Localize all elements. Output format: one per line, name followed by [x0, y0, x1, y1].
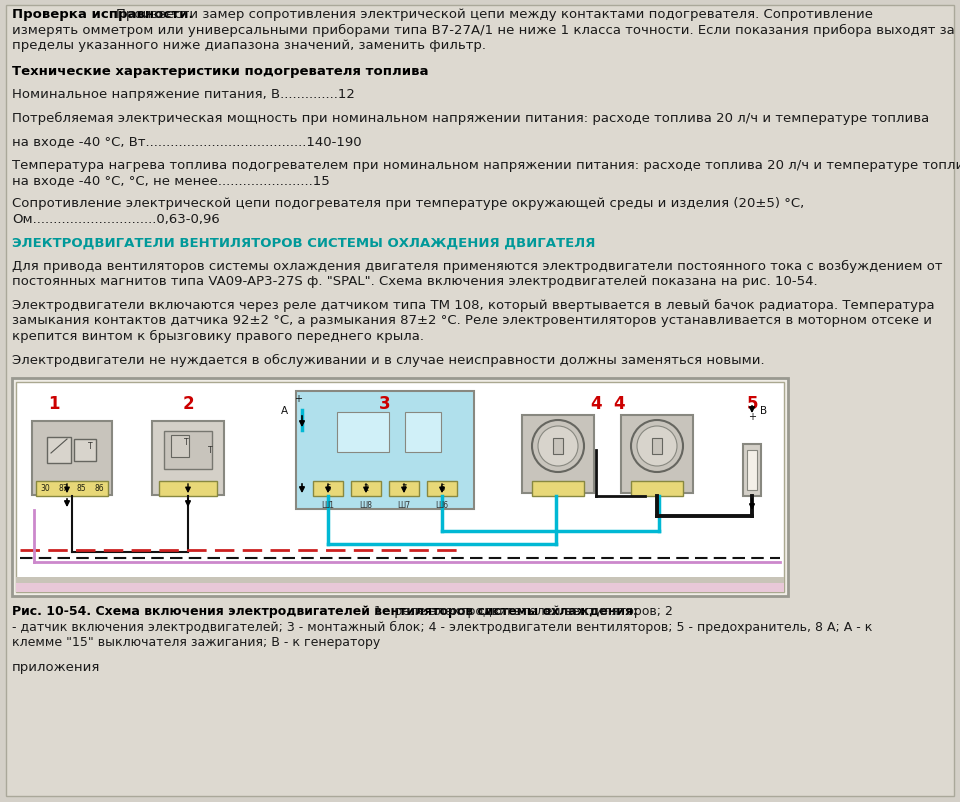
Text: 87: 87	[59, 484, 68, 493]
Text: +: +	[294, 394, 302, 403]
Bar	[743, 444, 761, 496]
Circle shape	[538, 427, 578, 467]
Bar	[351, 481, 381, 496]
Text: - датчик включения электродвигателей; 3 - монтажный блок; 4 - электродвигатели в: - датчик включения электродвигателей; 3 …	[12, 620, 873, 633]
Text: 5: 5	[746, 395, 757, 412]
Text: 1 - реле электродвигателей вентиляторов; 2: 1 - реле электродвигателей вентиляторов;…	[370, 604, 673, 618]
Bar	[36, 481, 108, 496]
Bar	[313, 481, 343, 496]
Bar	[522, 415, 594, 493]
Text: +: +	[748, 411, 756, 422]
Text: 86: 86	[94, 484, 104, 493]
Bar	[159, 481, 217, 496]
Text: T: T	[87, 442, 92, 451]
Circle shape	[637, 427, 677, 467]
Text: 1: 1	[48, 395, 60, 412]
Text: Электродвигатели включаются через реле датчиком типа ТМ 108, который ввертываетс: Электродвигатели включаются через реле д…	[12, 298, 935, 312]
Text: 6: 6	[325, 484, 330, 493]
Bar	[532, 481, 584, 496]
Text: Технические характеристики подогревателя топлива: Технические характеристики подогревателя…	[12, 64, 428, 78]
Bar	[553, 439, 563, 455]
Text: на входе -40 °С, °С, не менее.......................15: на входе -40 °С, °С, не менее...........…	[12, 174, 329, 187]
Text: 2: 2	[364, 484, 369, 493]
Bar	[405, 412, 441, 452]
Text: 4: 4	[613, 395, 625, 412]
Text: В: В	[760, 406, 767, 415]
Bar	[631, 481, 683, 496]
Text: постоянных магнитов типа VA09-AP3-27S ф. "SPAL". Схема включения электродвигател: постоянных магнитов типа VA09-AP3-27S ф.…	[12, 275, 818, 288]
Text: Потребляемая электрическая мощность при номинальном напряжении питания: расходе : Потребляемая электрическая мощность при …	[12, 111, 929, 124]
Bar	[652, 439, 662, 455]
Text: Температура нагрева топлива подогревателем при номинальном напряжении питания: р: Температура нагрева топлива подогревател…	[12, 158, 960, 172]
Text: 6: 6	[440, 484, 444, 493]
Text: 4: 4	[590, 395, 602, 412]
Text: Ш8: Ш8	[359, 500, 372, 509]
Text: 2: 2	[182, 395, 194, 412]
Text: клемме "15" выключателя зажигания; В - к генератору: клемме "15" выключателя зажигания; В - к…	[12, 635, 380, 648]
Bar	[164, 431, 212, 469]
Text: пределы указанного ниже диапазона значений, заменить фильтр.: пределы указанного ниже диапазона значен…	[12, 39, 486, 52]
Text: Электродвигатели не нуждается в обслуживании и в случае неисправности должны зам: Электродвигатели не нуждается в обслужив…	[12, 353, 764, 367]
Text: Ом..............................0,63-0,96: Ом..............................0,63-0,9…	[12, 213, 220, 225]
Bar	[389, 481, 419, 496]
Text: измерять омметром или универсальными приборами типа В7-27А/1 не ниже 1 класса то: измерять омметром или универсальными при…	[12, 23, 955, 37]
Bar	[152, 422, 224, 496]
Text: ЭЛЕКТРОДВИГАТЕЛИ ВЕНТИЛЯТОРОВ СИСТЕМЫ ОХЛАЖДЕНИЯ ДВИГАТЕЛЯ: ЭЛЕКТРОДВИГАТЕЛИ ВЕНТИЛЯТОРОВ СИСТЕМЫ ОХ…	[12, 237, 595, 249]
Bar	[74, 439, 96, 461]
Text: на входе -40 °С, Вт.......................................140-190: на входе -40 °С, Вт.....................…	[12, 135, 362, 148]
Bar	[747, 451, 757, 490]
Text: Ш7: Ш7	[397, 500, 411, 509]
Text: Ш1: Ш1	[322, 500, 334, 509]
Bar	[427, 481, 457, 496]
Text: Произвести замер сопротивления электрической цепи между контактами подогревателя: Произвести замер сопротивления электриче…	[116, 8, 873, 21]
Bar	[12, 379, 788, 596]
Bar	[47, 437, 71, 464]
Text: замыкания контактов датчика 92±2 °С, а размыкания 87±2 °С. Реле электровентилято: замыкания контактов датчика 92±2 °С, а р…	[12, 314, 932, 327]
Text: 85: 85	[76, 484, 85, 493]
Text: Для привода вентиляторов системы охлаждения двигателя применяются электродвигате: Для привода вентиляторов системы охлажде…	[12, 260, 943, 273]
Text: Проверка исправности.: Проверка исправности.	[12, 8, 194, 21]
Bar	[16, 383, 784, 592]
Text: 3: 3	[379, 395, 391, 412]
Text: T: T	[183, 438, 188, 447]
Bar	[296, 391, 474, 509]
Text: Ш6: Ш6	[436, 500, 448, 509]
Text: Номинальное напряжение питания, В..............12: Номинальное напряжение питания, В.......…	[12, 88, 355, 101]
Bar	[32, 422, 112, 496]
Bar	[621, 415, 693, 493]
Bar	[171, 435, 189, 457]
Text: 7: 7	[401, 484, 407, 493]
Text: Сопротивление электрической цепи подогревателя при температуре окружающей среды : Сопротивление электрической цепи подогре…	[12, 197, 804, 210]
Bar	[16, 577, 784, 583]
Text: Рис. 10-54. Схема включения электродвигателей вентиляторов системы охлаждения:: Рис. 10-54. Схема включения электродвига…	[12, 604, 638, 618]
Text: 30: 30	[40, 484, 50, 493]
Bar	[16, 583, 784, 592]
Bar	[337, 412, 389, 452]
Text: А: А	[281, 406, 288, 415]
Text: T: T	[207, 446, 212, 455]
Text: приложения: приложения	[12, 661, 101, 674]
Text: крепится винтом к брызговику правого переднего крыла.: крепится винтом к брызговику правого пер…	[12, 330, 424, 342]
